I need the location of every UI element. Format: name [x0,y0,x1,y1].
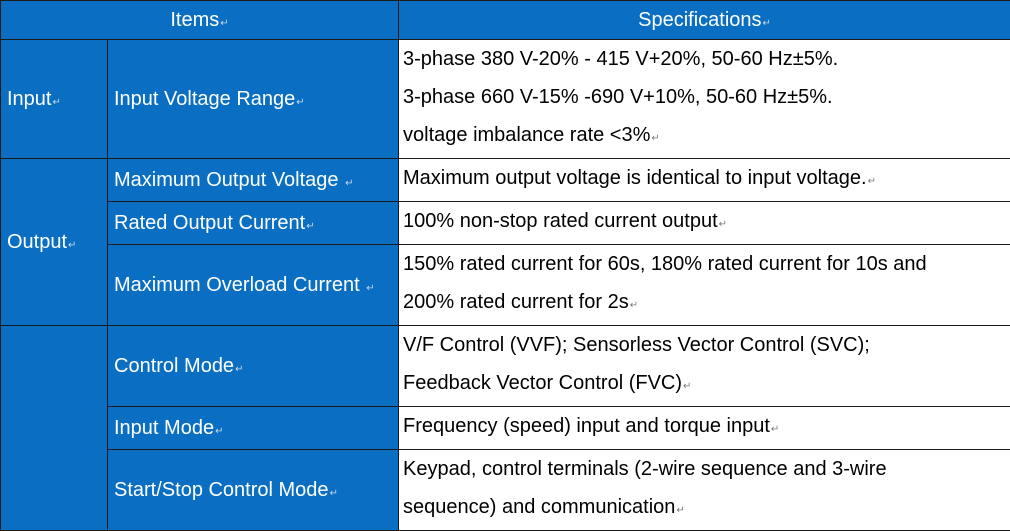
paragraph-mark-icon: ↵ [676,505,684,516]
spec-line: Keypad, control terminals (2-wire sequen… [403,450,1010,488]
paragraph-mark-icon: ↵ [719,219,727,230]
paragraph-mark-icon: ↵ [868,176,876,187]
spec-start-stop-control-mode: Keypad, control terminals (2-wire sequen… [399,450,1010,531]
paragraph-mark-icon: ↵ [630,300,638,311]
specifications-header-label: Specifications [638,9,761,31]
category-output: Output↵ [1,159,108,326]
item-input-voltage-range: Input Voltage Range↵ [108,40,399,159]
spec-control-mode: V/F Control (VVF); Sensorless Vector Con… [399,326,1010,407]
paragraph-mark-icon: ↵ [52,97,60,108]
spec-line: V/F Control (VVF); Sensorless Vector Con… [403,326,1010,364]
table-row: Start/Stop Control Mode↵ Keypad, control… [1,450,1010,531]
table-row: Rated Output Current↵ 100% non-stop rate… [1,202,1010,245]
table-row: Input Mode↵ Frequency (speed) input and … [1,407,1010,450]
specifications-header: Specifications↵ [399,1,1010,40]
category-label: Input [7,88,51,110]
category-control [1,326,108,531]
paragraph-mark-icon: ↵ [345,178,353,189]
item-max-output-voltage: Maximum Output Voltage ↵ [108,159,399,202]
table-row: Maximum Overload Current ↵ 150% rated cu… [1,245,1010,326]
items-header-label: Items [170,9,219,31]
item-label: Rated Output Current [114,212,305,234]
spec-line: Maximum output voltage is identical to i… [403,167,867,189]
spec-input-mode: Frequency (speed) input and torque input… [399,407,1010,450]
spec-line: 3-phase 660 V-15% -690 V+10%, 50-60 Hz±5… [403,78,1010,116]
item-label: Maximum Output Voltage [114,169,339,191]
spec-line: sequence) and communication [403,496,675,518]
paragraph-mark-icon: ↵ [68,240,76,251]
item-control-mode: Control Mode↵ [108,326,399,407]
spec-line: 3-phase 380 V-20% - 415 V+20%, 50-60 Hz±… [403,40,1010,78]
spec-line: voltage imbalance rate <3% [403,124,650,146]
item-label: Input Voltage Range [114,88,295,110]
paragraph-mark-icon: ↵ [651,133,659,144]
item-label: Maximum Overload Current [114,274,360,296]
spec-rated-output-current: 100% non-stop rated current output↵ [399,202,1010,245]
item-label: Control Mode [114,355,234,377]
items-header: Items↵ [1,1,399,40]
paragraph-mark-icon: ↵ [366,283,374,294]
spec-line: Frequency (speed) input and torque input [403,415,770,437]
spec-max-output-voltage: Maximum output voltage is identical to i… [399,159,1010,202]
item-label: Input Mode [114,417,214,439]
spec-max-overload-current: 150% rated current for 60s, 180% rated c… [399,245,1010,326]
paragraph-mark-icon: ↵ [330,488,338,499]
category-label: Output [7,231,67,253]
spec-line: Feedback Vector Control (FVC) [403,372,682,394]
category-input: Input↵ [1,40,108,159]
spec-input-voltage-range: 3-phase 380 V-20% - 415 V+20%, 50-60 Hz±… [399,40,1010,159]
header-row: Items↵ Specifications↵ [1,1,1010,40]
paragraph-mark-icon: ↵ [296,97,304,108]
item-input-mode: Input Mode↵ [108,407,399,450]
spec-line: 200% rated current for 2s [403,291,629,313]
spec-line: 100% non-stop rated current output [403,210,718,232]
item-start-stop-control-mode: Start/Stop Control Mode↵ [108,450,399,531]
paragraph-mark-icon: ↵ [235,364,243,375]
paragraph-mark-icon: ↵ [683,381,691,392]
paragraph-mark-icon: ↵ [771,424,779,435]
table-row: Input↵ Input Voltage Range↵ 3-phase 380 … [1,40,1010,159]
paragraph-mark-icon: ↵ [220,18,228,29]
table-row: Output↵ Maximum Output Voltage ↵ Maximum… [1,159,1010,202]
item-label: Start/Stop Control Mode [114,479,329,501]
table-row: Control Mode↵ V/F Control (VVF); Sensorl… [1,326,1010,407]
paragraph-mark-icon: ↵ [763,18,771,29]
item-max-overload-current: Maximum Overload Current ↵ [108,245,399,326]
paragraph-mark-icon: ↵ [215,426,223,437]
paragraph-mark-icon: ↵ [306,221,314,232]
spec-line: 150% rated current for 60s, 180% rated c… [403,245,1010,283]
item-rated-output-current: Rated Output Current↵ [108,202,399,245]
